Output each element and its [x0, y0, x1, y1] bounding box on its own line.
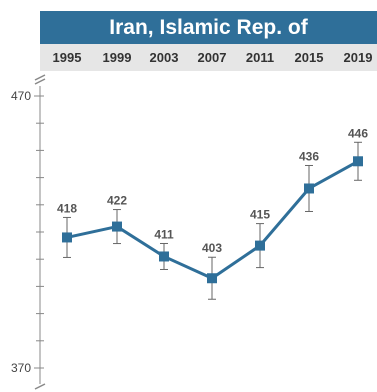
year-label-2003: 2003 [149, 50, 179, 65]
year-header-bar: 1995 1999 2003 2007 2011 2015 2019 [40, 44, 377, 71]
y-tick-label-top: 470 [11, 89, 31, 103]
axis-break-top-2 [34, 78, 46, 85]
chart-title: Iran, Islamic Rep. of [109, 15, 308, 39]
data-label: 436 [299, 149, 319, 163]
data-point-marker [62, 232, 72, 243]
year-label-2015: 2015 [294, 50, 324, 65]
axis-break-bottom [34, 383, 46, 390]
chart-title-bar: Iran, Islamic Rep. of [40, 11, 377, 44]
data-label: 415 [250, 208, 270, 222]
data-point-marker [159, 251, 169, 262]
data-point-marker [207, 273, 217, 284]
year-label-2007: 2007 [197, 50, 227, 65]
data-point-marker [255, 240, 265, 251]
data-point-marker [353, 156, 363, 167]
data-point-marker [112, 221, 122, 232]
y-tick-label-bottom: 370 [11, 361, 31, 375]
data-label: 411 [154, 227, 174, 241]
year-label-1999: 1999 [102, 50, 132, 65]
data-label: 403 [202, 241, 222, 255]
data-label: 422 [107, 194, 127, 208]
data-label: 418 [57, 201, 77, 215]
year-label-1995: 1995 [52, 50, 82, 65]
year-label-2019: 2019 [343, 50, 373, 65]
axis-break-top-1 [34, 74, 46, 81]
year-label-2011: 2011 [245, 50, 275, 65]
data-point-marker [304, 183, 314, 194]
data-label: 446 [348, 126, 368, 140]
